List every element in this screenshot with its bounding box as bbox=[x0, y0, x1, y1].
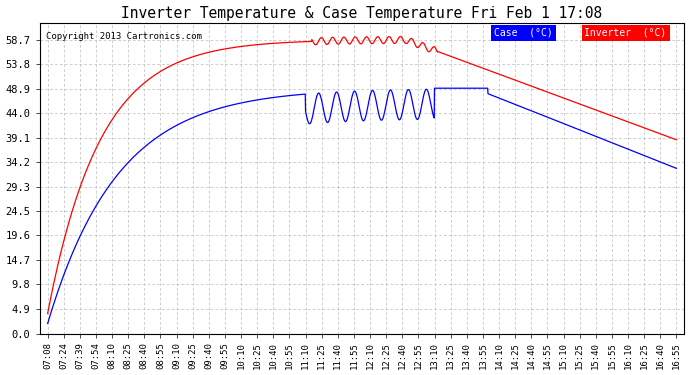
Title: Inverter Temperature & Case Temperature Fri Feb 1 17:08: Inverter Temperature & Case Temperature … bbox=[121, 6, 602, 21]
Text: Inverter  (°C): Inverter (°C) bbox=[584, 28, 667, 38]
Text: Copyright 2013 Cartronics.com: Copyright 2013 Cartronics.com bbox=[46, 32, 202, 41]
Text: Case  (°C): Case (°C) bbox=[494, 28, 553, 38]
